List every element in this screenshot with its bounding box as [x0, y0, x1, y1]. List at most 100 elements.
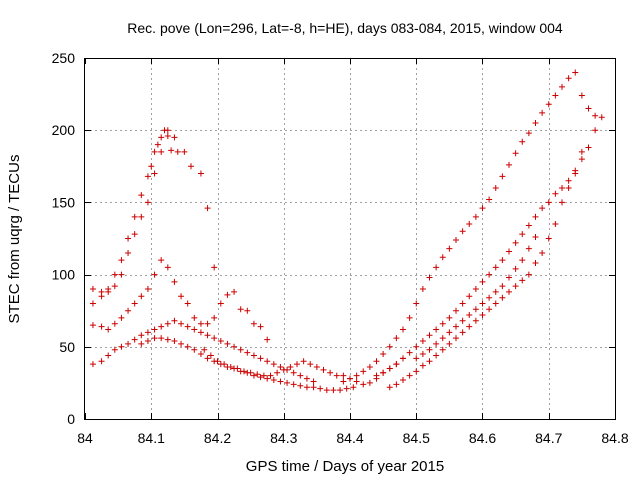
data-point [552, 92, 559, 99]
data-point [592, 112, 599, 119]
data-point [406, 349, 413, 356]
data-point [98, 323, 105, 330]
data-point [277, 364, 284, 371]
data-point [333, 372, 340, 379]
data-point [164, 336, 171, 343]
data-point [439, 335, 446, 342]
data-point [151, 271, 158, 278]
data-point [347, 375, 353, 382]
data-point [525, 222, 532, 229]
data-point [559, 199, 565, 206]
data-point [426, 274, 433, 281]
data-point [260, 372, 267, 379]
data-point [191, 326, 198, 333]
y-tick-label: 50 [59, 339, 75, 355]
data-point [466, 221, 473, 228]
data-point [204, 320, 211, 327]
data-point [287, 364, 294, 371]
series-group [201, 346, 406, 388]
data-point [499, 173, 506, 180]
data-point [151, 170, 158, 177]
data-point [419, 286, 426, 293]
data-point [144, 199, 151, 206]
series-group [138, 335, 357, 394]
data-point [419, 362, 426, 369]
data-point [472, 317, 479, 324]
data-point [297, 372, 304, 379]
data-point [118, 257, 125, 264]
data-point [446, 245, 453, 252]
y-tick-label: 250 [52, 50, 76, 66]
data-point [250, 372, 257, 379]
data-point [459, 228, 466, 235]
data-point [585, 105, 592, 112]
data-point [125, 235, 132, 242]
data-point [267, 372, 274, 379]
x-tick-label: 84.8 [601, 430, 628, 446]
data-point [400, 326, 406, 333]
data-point [257, 374, 264, 381]
data-point [131, 336, 138, 343]
series-group [340, 69, 605, 385]
data-point [131, 231, 138, 238]
data-point [350, 384, 357, 391]
data-point [472, 306, 479, 313]
data-point [545, 199, 552, 206]
data-point [197, 320, 204, 327]
series-group [373, 127, 599, 379]
series-group [89, 317, 317, 385]
data-point [125, 249, 132, 256]
data-point [178, 340, 185, 347]
data-point [492, 288, 499, 295]
data-point [98, 293, 105, 300]
data-point [393, 381, 400, 388]
data-point [125, 340, 132, 347]
data-point [519, 277, 526, 284]
x-tick-label: 84.1 [138, 430, 165, 446]
data-point [406, 372, 413, 379]
data-point [111, 346, 118, 353]
data-point [459, 329, 466, 336]
data-point [231, 343, 238, 350]
data-point [453, 335, 459, 342]
chart-title: Rec. pove (Lon=296, Lat=-8, h=HE), days … [127, 20, 563, 36]
x-tick-label: 84.4 [336, 430, 363, 446]
data-point [525, 245, 532, 252]
x-tick-label: 84.7 [535, 430, 562, 446]
data-point [294, 361, 300, 368]
x-tick-label: 84.5 [403, 430, 430, 446]
data-point [466, 323, 473, 330]
data-point [217, 338, 224, 345]
data-point [539, 109, 546, 116]
data-point [234, 365, 241, 372]
data-point [532, 119, 539, 126]
data-point [337, 387, 344, 394]
data-point [585, 144, 592, 151]
data-point [211, 314, 218, 321]
data-point [486, 306, 493, 313]
data-point [158, 148, 165, 155]
data-point [247, 369, 254, 376]
data-point [525, 271, 532, 278]
data-point [426, 346, 433, 353]
data-point [151, 148, 158, 155]
data-point [413, 355, 420, 362]
y-tick-label: 200 [52, 122, 76, 138]
data-point [237, 346, 244, 353]
data-point [472, 286, 479, 293]
data-point [290, 369, 297, 376]
data-point [184, 323, 191, 330]
data-point [307, 361, 314, 368]
data-point [164, 132, 171, 139]
data-points [89, 69, 605, 394]
data-point [270, 377, 277, 384]
data-point [519, 231, 526, 238]
x-tick-label: 84.3 [270, 430, 297, 446]
data-point [393, 361, 400, 368]
data-point [506, 161, 512, 168]
x-tick-labels: 84 84.1 84.2 84.3 84.4 84.5 84.6 84.7 84.8 [77, 430, 629, 446]
data-point [313, 364, 320, 371]
data-point [545, 235, 552, 242]
data-point [310, 384, 317, 391]
data-point [241, 368, 247, 375]
